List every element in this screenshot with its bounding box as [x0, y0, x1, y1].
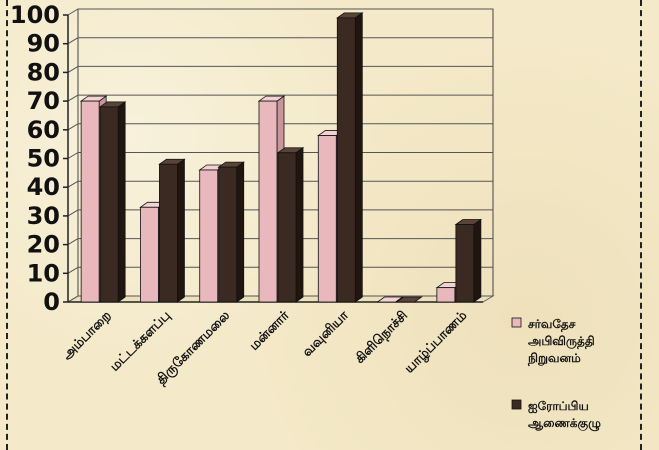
y-tick-label: 30	[27, 202, 60, 230]
bar-side	[177, 158, 185, 303]
legend-swatch	[511, 317, 522, 328]
bar	[140, 206, 159, 303]
gridline-depth	[67, 123, 79, 131]
gridline-depth	[67, 295, 79, 303]
bar	[436, 287, 456, 303]
y-tick-label: 50	[27, 145, 60, 173]
legend-label: ஆணைக்குழு	[528, 416, 601, 431]
x-category-label: யாழ்ப்பாணம்	[402, 308, 471, 377]
x-category-label: மட்டக்களப்பு	[107, 308, 173, 374]
bar-side	[295, 146, 304, 303]
y-tick-label: 80	[27, 58, 60, 86]
y-tick-label: 40	[27, 173, 60, 201]
legend-swatch	[511, 399, 522, 410]
bar	[80, 100, 100, 303]
x-category-label: வவுனியா	[300, 308, 352, 360]
dashed-border-left	[6, 0, 8, 450]
gridline-depth	[67, 37, 79, 45]
y-tick-label: 10	[27, 259, 60, 287]
y-tick-label: 70	[27, 87, 60, 115]
y-tick-label: 0	[43, 288, 60, 316]
y-tick-label: 100	[10, 1, 60, 29]
gridline-depth	[67, 209, 79, 217]
bar-top	[376, 296, 404, 303]
bar	[336, 17, 356, 303]
legend-label: நிறுவனம்	[527, 351, 581, 366]
y-tick-label: 90	[27, 30, 60, 58]
bar	[218, 166, 238, 303]
gridline-depth	[67, 180, 79, 188]
bar	[317, 135, 337, 303]
x-category-label: மன்னார்	[247, 308, 293, 354]
bar	[455, 224, 475, 303]
legend-label: அபிவிருத்தி	[528, 334, 595, 349]
legend-label: சர்வதேச	[528, 317, 576, 332]
bar	[159, 163, 178, 303]
bar	[99, 106, 119, 303]
dashed-border-right	[640, 0, 642, 450]
gridline-depth	[67, 94, 79, 102]
bar-side	[236, 161, 245, 303]
y-tick-label: 20	[27, 231, 60, 259]
bar	[277, 152, 297, 303]
bar	[199, 169, 219, 303]
bar	[258, 100, 278, 303]
bar-side	[117, 101, 126, 303]
gridline-depth	[67, 65, 79, 73]
bar-side	[354, 12, 363, 303]
gridline-depth	[67, 8, 79, 16]
gridline-depth	[67, 266, 79, 274]
gridline-depth	[67, 238, 79, 246]
bar-top	[395, 296, 423, 303]
bar-side	[473, 218, 482, 303]
legend-label: ஐரோப்பிய	[528, 399, 589, 413]
y-tick-label: 60	[27, 116, 60, 144]
x-category-label: அம்பாறை	[60, 308, 115, 363]
x-category-label: கிளிநொச்சி	[352, 308, 410, 366]
gridline-depth	[67, 152, 79, 159]
